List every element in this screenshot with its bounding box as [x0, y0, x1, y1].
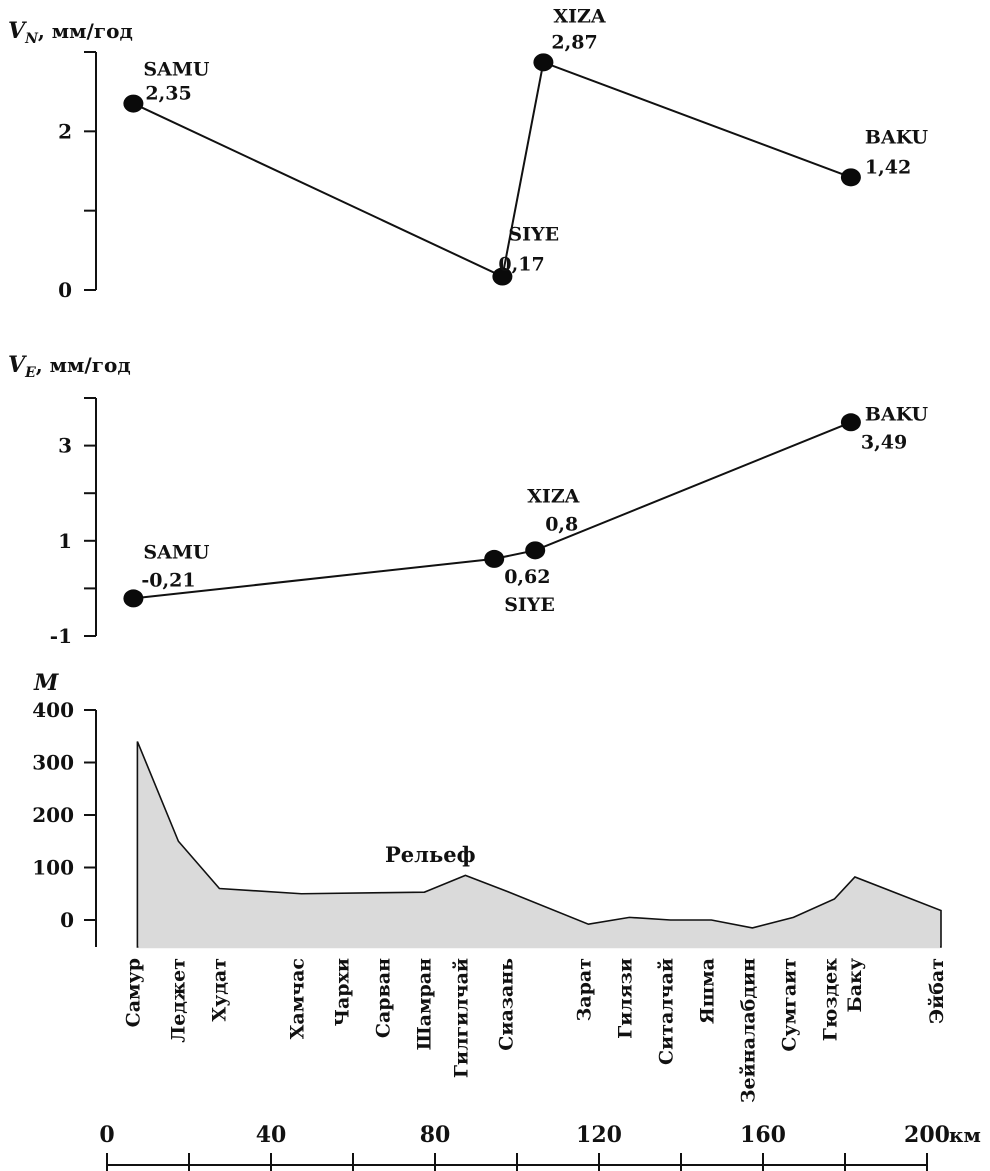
- place-label: Леджет: [168, 958, 190, 1043]
- place-label: Яшма: [696, 958, 718, 1024]
- distance-tick-label: 40: [256, 1122, 287, 1148]
- relief-area: [136, 741, 942, 948]
- ve-axis-unit: , мм/год: [36, 353, 131, 377]
- vn-value-label: 2,35: [145, 83, 191, 105]
- distance-tick-label: 80: [420, 1122, 451, 1148]
- vn-y-tick-label: 0: [58, 278, 72, 302]
- ve-point-xiza: [525, 541, 546, 560]
- place-label: Ситалчай: [655, 958, 677, 1065]
- ve-point-baku: [840, 413, 861, 432]
- place-label: Сарван: [373, 958, 395, 1038]
- place-label: Сиазань: [496, 958, 518, 1051]
- vn-axis-title: VN, мм/год: [8, 18, 133, 47]
- distance-axis: 0 40 80 120 160 200 км: [99, 1122, 981, 1171]
- place-label: Чархи: [332, 958, 354, 1026]
- ve-station-label: SAMU: [143, 541, 209, 563]
- vn-value-label: 2,87: [551, 31, 597, 53]
- place-label: Сумгаит: [778, 958, 800, 1052]
- relief-y-tick-label: 0: [60, 908, 74, 932]
- distance-tick-label: 120: [576, 1122, 622, 1148]
- relief-y-tick-label: 200: [32, 803, 74, 827]
- ve-station-label: SIYE: [504, 594, 555, 616]
- relief-panel: M Рельеф 0 100 200 300 400 Самур Леджет Худат Ха…: [32, 670, 948, 1103]
- ve-station-label: BAKU: [865, 403, 929, 425]
- vn-axis-sub: N: [24, 31, 39, 47]
- vn-axis-unit: , мм/год: [38, 19, 133, 43]
- place-label: Зейналабдин: [737, 958, 759, 1103]
- vn-point-baku: [840, 168, 861, 187]
- relief-annotation: Рельеф: [385, 842, 476, 867]
- vn-station-label: SAMU: [143, 59, 209, 81]
- vn-point-siye: [492, 267, 513, 286]
- place-label: Гилгилчай: [450, 958, 472, 1078]
- relief-y-tick-label: 400: [32, 698, 74, 722]
- vn-value-label: 0,17: [498, 254, 544, 276]
- place-label: Гюздек: [819, 958, 841, 1041]
- ve-y-tick-label: 1: [58, 529, 72, 553]
- ve-panel: VE, мм/год -1 1 3 SAMU -0,21 SIYE 0,62 XIZA 0,8 B…: [8, 352, 929, 648]
- place-label: Баку: [844, 958, 866, 1012]
- place-label: Зарат: [573, 958, 595, 1021]
- ve-station-label: XIZA: [527, 485, 579, 507]
- ve-axis-title: VE, мм/год: [8, 352, 131, 381]
- ve-point-siye: [484, 549, 505, 568]
- ve-y-tick-label: -1: [50, 624, 72, 648]
- ve-value-label: -0,21: [141, 569, 195, 591]
- place-label: Хамчас: [286, 958, 308, 1039]
- place-label: Самур: [122, 958, 144, 1027]
- ve-value-label: 0,62: [504, 566, 550, 588]
- distance-unit-label: км: [949, 1123, 981, 1147]
- vn-axis-symbol: V: [8, 18, 27, 44]
- place-label: Эйбат: [926, 958, 948, 1024]
- distance-tick-label: 200: [904, 1122, 950, 1148]
- ve-value-label: 3,49: [861, 431, 907, 453]
- relief-y-tick-label: 100: [32, 856, 74, 880]
- ve-series-line: [133, 421, 852, 600]
- vn-point-xiza: [533, 53, 554, 72]
- ve-axis-sub: E: [24, 365, 36, 381]
- vn-station-label: XIZA: [553, 5, 605, 27]
- place-label: Шамран: [414, 958, 436, 1051]
- ve-value-label: 0,8: [545, 513, 578, 535]
- ve-axis-symbol: V: [8, 352, 27, 378]
- vn-station-label: BAKU: [865, 126, 929, 148]
- place-label: Гилязи: [614, 958, 636, 1039]
- relief-y-tick-label: 300: [32, 751, 74, 775]
- vn-station-label: SIYE: [508, 224, 559, 246]
- vn-point-samu: [123, 94, 144, 113]
- vn-value-label: 1,42: [865, 156, 911, 178]
- place-label: Худат: [209, 958, 231, 1022]
- distance-tick-label: 0: [99, 1122, 114, 1148]
- vn-series-line: [132, 60, 852, 278]
- ve-point-samu: [123, 589, 144, 608]
- vn-y-tick-label: 2: [58, 119, 72, 143]
- relief-axis-title: M: [33, 670, 59, 696]
- distance-tick-label: 160: [740, 1122, 786, 1148]
- ve-y-tick-label: 3: [58, 434, 72, 458]
